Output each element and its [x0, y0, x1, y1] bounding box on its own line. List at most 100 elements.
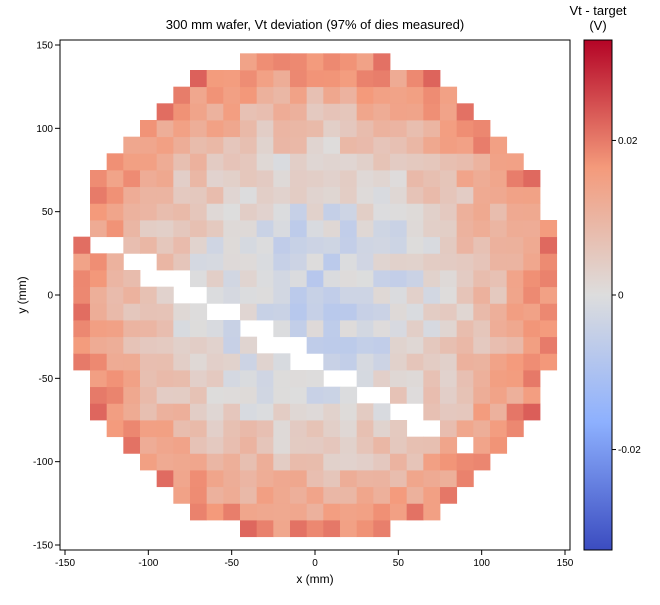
die-cell	[73, 303, 91, 321]
die-cell	[106, 353, 124, 371]
die-cell	[90, 403, 108, 421]
die-cell	[240, 270, 258, 288]
die-cell	[140, 136, 158, 154]
die-cell	[373, 420, 391, 438]
die-cell	[123, 386, 141, 404]
die-cell	[273, 520, 291, 538]
die-cell	[273, 320, 291, 338]
die-cell	[306, 203, 324, 221]
die-cell	[290, 236, 308, 254]
die-cell	[90, 270, 108, 288]
die-cell	[506, 170, 524, 188]
die-cell	[340, 53, 358, 71]
die-cell	[390, 503, 408, 521]
die-cell	[373, 86, 391, 104]
die-cell	[256, 370, 274, 388]
die-cell	[373, 220, 391, 238]
die-cell	[356, 170, 374, 188]
die-cell	[290, 486, 308, 504]
die-cell	[190, 486, 208, 504]
die-cell	[240, 253, 258, 271]
die-cell	[340, 253, 358, 271]
die-cell	[290, 436, 308, 454]
die-cell	[490, 136, 508, 154]
die-cell	[473, 186, 491, 204]
die-cell	[173, 236, 191, 254]
die-cell	[123, 403, 141, 421]
die-cell	[373, 103, 391, 121]
die-cell	[156, 253, 174, 271]
die-cell	[273, 436, 291, 454]
x-tick-label: 150	[557, 558, 574, 569]
die-cell	[273, 453, 291, 471]
die-cell	[240, 220, 258, 238]
die-cell	[373, 203, 391, 221]
die-cell	[256, 486, 274, 504]
die-cell	[323, 86, 341, 104]
die-cell	[390, 236, 408, 254]
die-cell	[206, 70, 224, 88]
die-cell	[323, 286, 341, 304]
die-cell	[523, 336, 541, 354]
die-cell	[240, 170, 258, 188]
die-cell	[190, 270, 208, 288]
die-cell	[290, 253, 308, 271]
die-cell	[190, 503, 208, 521]
die-cell	[423, 336, 441, 354]
die-cell	[223, 203, 241, 221]
die-cell	[356, 220, 374, 238]
die-cell	[256, 470, 274, 488]
die-cell	[306, 186, 324, 204]
die-cell	[190, 70, 208, 88]
die-cell	[373, 53, 391, 71]
die-cell	[223, 170, 241, 188]
die-cell	[456, 320, 474, 338]
die-cell	[256, 236, 274, 254]
die-cell	[323, 420, 341, 438]
die-cell	[406, 303, 424, 321]
die-cell	[473, 286, 491, 304]
die-cell	[390, 203, 408, 221]
die-cell	[156, 186, 174, 204]
colorbar-title-line-2: (V)	[589, 18, 606, 33]
die-cell	[323, 436, 341, 454]
die-cell	[406, 470, 424, 488]
colorbar: Vt - target (V) -0.02 0 0.02	[569, 3, 641, 551]
die-cell	[206, 320, 224, 338]
die-cell	[373, 503, 391, 521]
die-cell	[440, 436, 458, 454]
die-cell	[423, 153, 441, 171]
die-cell	[240, 453, 258, 471]
die-cell	[423, 86, 441, 104]
die-cell	[306, 370, 324, 388]
die-cell	[306, 470, 324, 488]
die-cell	[223, 153, 241, 171]
die-cell	[306, 70, 324, 88]
die-cell	[456, 470, 474, 488]
die-cell	[490, 353, 508, 371]
die-cell	[406, 103, 424, 121]
die-cell	[340, 320, 358, 338]
die-cell	[506, 303, 524, 321]
die-cell	[273, 153, 291, 171]
die-cell	[240, 403, 258, 421]
die-cell	[173, 386, 191, 404]
die-cell	[156, 403, 174, 421]
die-cell	[256, 220, 274, 238]
die-cell	[323, 520, 341, 538]
die-cell	[340, 103, 358, 121]
die-cell	[223, 420, 241, 438]
x-tick-label: -100	[138, 558, 158, 569]
die-cell	[190, 186, 208, 204]
die-cell	[340, 286, 358, 304]
die-cell	[440, 353, 458, 371]
die-cell	[173, 320, 191, 338]
die-cell	[140, 220, 158, 238]
die-cell	[473, 303, 491, 321]
die-cell	[223, 70, 241, 88]
die-cell	[356, 120, 374, 138]
die-cell	[323, 386, 341, 404]
die-cell	[473, 453, 491, 471]
die-cell	[206, 186, 224, 204]
